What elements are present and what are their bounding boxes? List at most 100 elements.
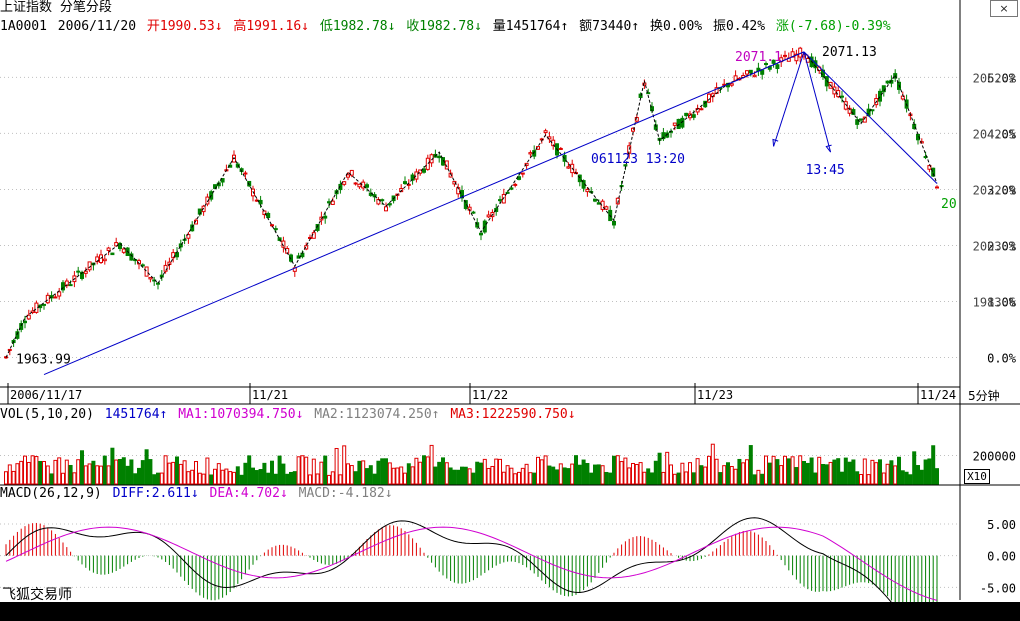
volume-bar <box>904 471 909 485</box>
candle-body <box>927 165 932 170</box>
candle-body <box>661 132 666 140</box>
volume-bar <box>509 467 514 485</box>
volume-bar <box>441 457 445 485</box>
volume-bar <box>733 468 738 485</box>
volume-bar <box>657 452 662 485</box>
volume-bar <box>650 472 654 485</box>
price-tick-label: 2062.2 <box>973 71 1016 85</box>
candle-body <box>471 211 476 214</box>
candle-body <box>258 199 263 205</box>
volume-bar <box>889 460 894 485</box>
candle-body <box>45 294 50 304</box>
volume-bar <box>737 458 742 485</box>
volume-bar <box>399 466 404 485</box>
volume-bar <box>42 460 46 485</box>
volume-bar <box>57 457 62 485</box>
volume-bar <box>558 463 563 485</box>
volume-bar <box>11 470 16 485</box>
volume-bar <box>137 467 141 485</box>
volume-bar <box>589 472 594 485</box>
volume-bar <box>524 463 529 485</box>
volume-bar <box>729 466 734 485</box>
annotation-label: 2071.1 <box>735 50 782 65</box>
price-tick-label: 1983.6 <box>973 296 1016 310</box>
volume-bar <box>391 467 396 485</box>
volume-bar <box>631 462 635 485</box>
volume-bar <box>688 462 692 485</box>
volume-bar <box>897 456 901 485</box>
candle-body <box>463 200 468 209</box>
volume-bar <box>859 474 863 485</box>
low-price: 低1982.78 <box>319 19 388 34</box>
macd-tick-label: 5.00 <box>987 518 1016 532</box>
volume-bar <box>129 459 134 485</box>
volume-bar <box>608 472 613 485</box>
candle-body <box>327 201 331 204</box>
candle-body <box>745 70 749 75</box>
volume-bar <box>634 464 639 485</box>
candle-body <box>691 114 696 118</box>
candle-body <box>26 314 31 320</box>
volume-bar <box>684 471 689 485</box>
volume-bar <box>171 461 176 485</box>
volume-bar <box>790 456 795 485</box>
volume-bar <box>600 465 605 485</box>
candle-body <box>365 184 369 188</box>
candle-body <box>460 190 464 199</box>
volume-bar <box>425 456 430 485</box>
volume-bar <box>15 463 20 485</box>
x10-button[interactable]: X10 <box>964 469 990 484</box>
volume-bar <box>840 471 844 485</box>
volume-bar <box>870 459 875 485</box>
vol-ma1: MA1:1070394.750 <box>178 407 296 422</box>
volume-bar <box>908 474 913 485</box>
close-icon[interactable]: × <box>990 0 1018 17</box>
candle-body <box>479 232 483 236</box>
macd-value: MACD:-4.182 <box>298 486 385 501</box>
volume-bar <box>270 460 274 485</box>
quote-date: 2006/11/20 <box>57 19 137 34</box>
footer-bar <box>0 602 1020 621</box>
volume-bar <box>828 461 833 485</box>
volume-bar <box>190 469 195 485</box>
candle-body <box>748 69 753 74</box>
volume-bar <box>429 444 434 485</box>
volume-bar <box>821 464 825 485</box>
volume-bar <box>239 474 244 485</box>
candle-body <box>524 162 529 166</box>
candle-body <box>7 348 12 351</box>
volume-bar <box>475 461 480 485</box>
volume-bar <box>353 471 358 485</box>
volume-bar <box>775 459 780 485</box>
annotation-label: 13:45 <box>806 163 845 178</box>
candle-body <box>270 224 274 227</box>
candle-body <box>243 172 248 175</box>
volume-bar <box>273 473 278 485</box>
candle-body <box>330 200 335 205</box>
volume-bar <box>748 445 753 485</box>
volume-bar <box>885 463 890 485</box>
volume-bar <box>714 458 719 485</box>
candle-body <box>68 284 73 287</box>
arrow-head <box>825 144 832 153</box>
volume-bar <box>615 455 620 485</box>
annotation-label: 2071.13 <box>822 45 877 60</box>
volume-bar <box>798 455 803 485</box>
volume-bar <box>125 465 130 485</box>
volume-bar <box>228 471 233 485</box>
candle-body <box>277 237 282 241</box>
volume-bar <box>741 462 746 485</box>
volume-bar <box>627 467 632 485</box>
candle-body <box>175 252 179 258</box>
volume-bar <box>642 471 647 485</box>
candle-body <box>57 291 62 297</box>
candle-body <box>672 122 677 126</box>
volume-bar <box>771 455 776 485</box>
candle-body <box>859 118 863 121</box>
volume-bar <box>376 460 381 485</box>
volume-bar <box>23 455 27 485</box>
macd-dea: DEA:4.702 <box>209 486 280 501</box>
volume-bar <box>836 458 841 485</box>
volume-bar <box>346 463 350 485</box>
